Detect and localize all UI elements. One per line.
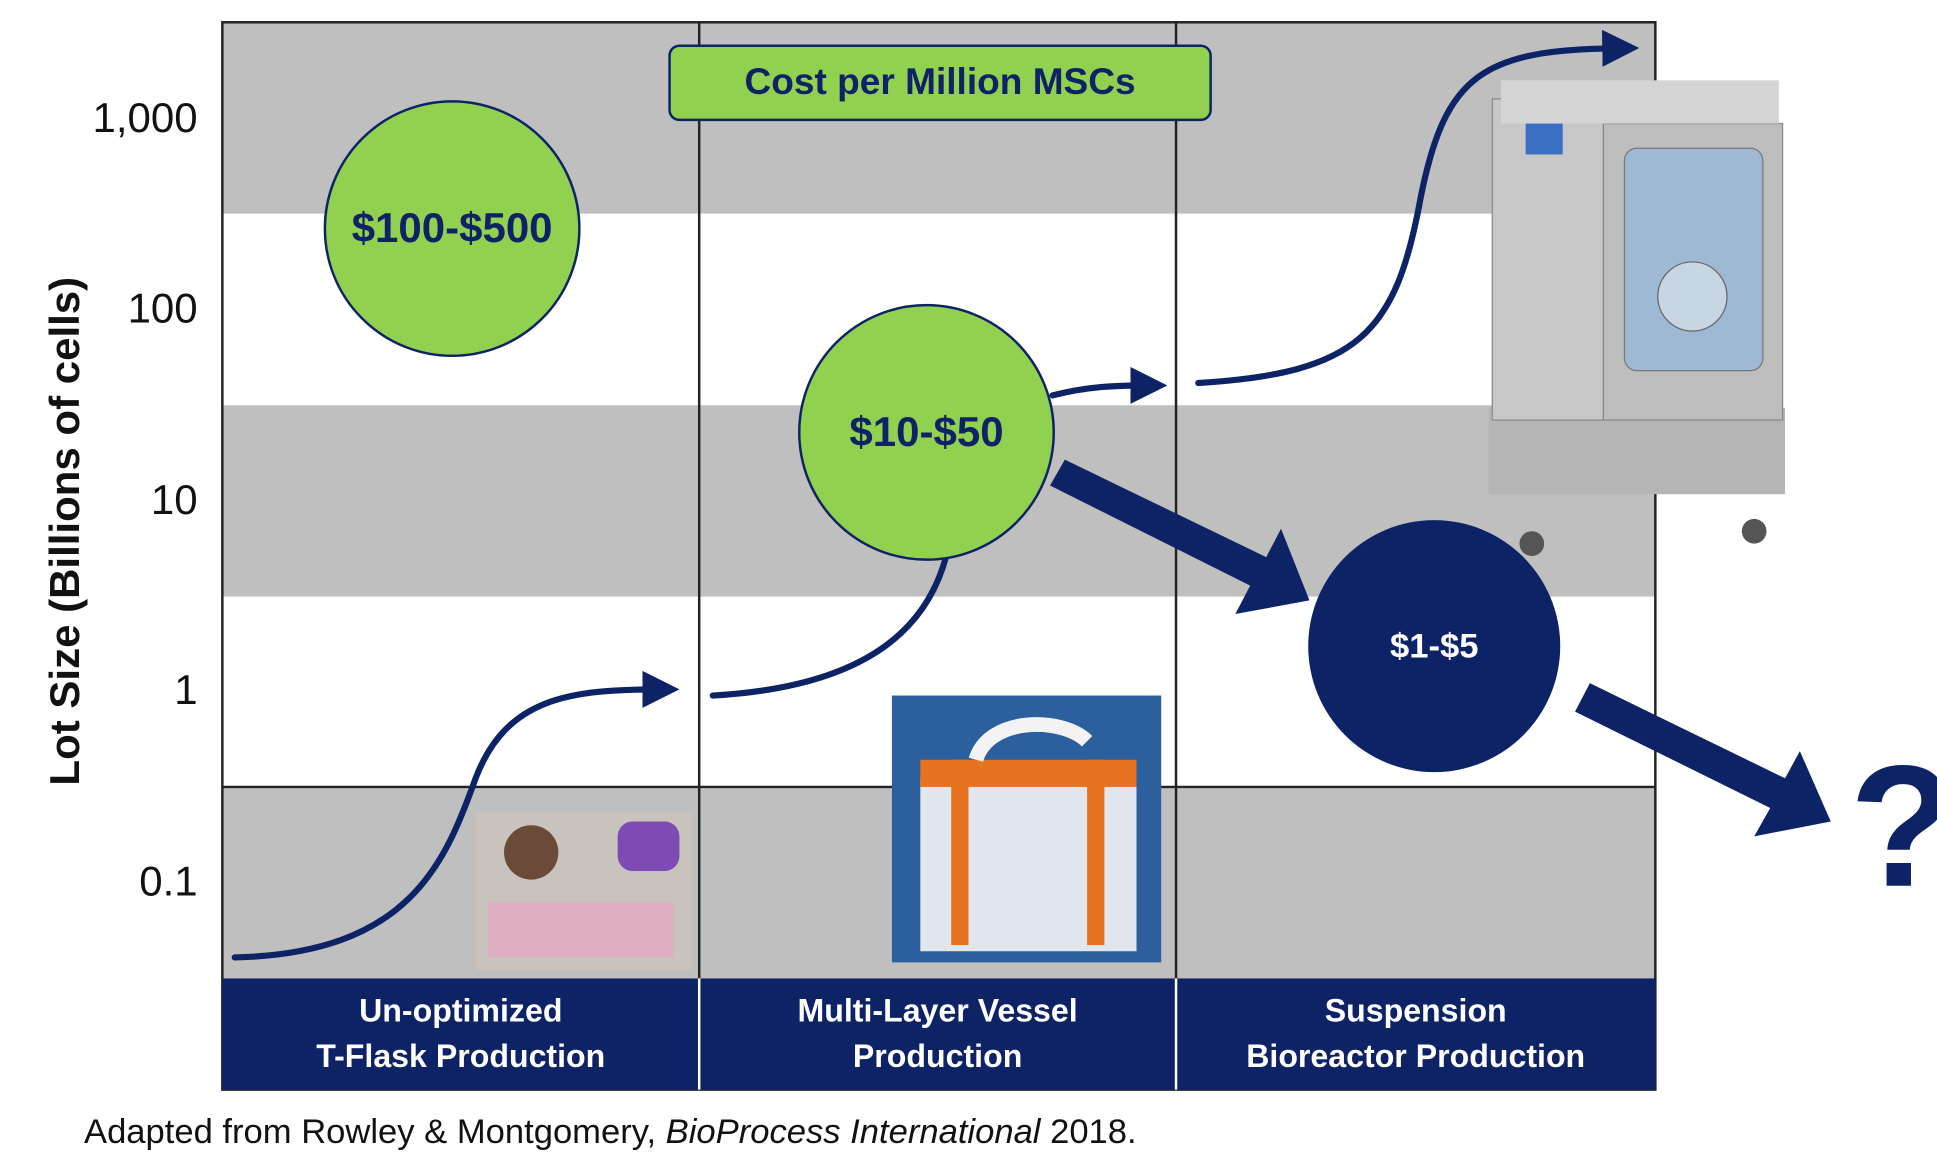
arrow xyxy=(709,552,950,699)
arrow xyxy=(1195,29,1640,387)
y-tick-label: 1 xyxy=(174,666,197,713)
title: Cost per Million MSCs xyxy=(745,60,1136,102)
caption-text: Adapted from Rowley & Montgomery, xyxy=(84,1113,666,1151)
bubble xyxy=(323,100,581,358)
arrow xyxy=(231,670,680,961)
column-label: Un-optimized xyxy=(359,992,562,1028)
question-mark: ? xyxy=(1850,729,1937,923)
y-axis-title: Lot Size (Billions of cells) xyxy=(41,277,88,786)
y-tick-label: 10 xyxy=(151,476,198,523)
caption: Adapted from Rowley & Montgomery, BioPro… xyxy=(84,1113,1137,1151)
bubble-label: $100-$500 xyxy=(352,204,553,251)
y-tick-label: 1,000 xyxy=(93,94,198,141)
column-label: Multi-Layer Vessel xyxy=(798,992,1078,1028)
arrow xyxy=(1049,366,1168,404)
column-bar xyxy=(222,978,1656,1090)
y-tick-label: 100 xyxy=(128,284,198,331)
bubble-label: $1-$5 xyxy=(1390,628,1478,666)
caption-journal: BioProcess International xyxy=(666,1113,1042,1151)
column-label: T-Flask Production xyxy=(316,1038,605,1074)
column-label: Suspension xyxy=(1325,992,1507,1028)
bubble xyxy=(798,303,1055,561)
vessel-photo xyxy=(891,695,1162,963)
column-label: Production xyxy=(853,1038,1022,1074)
thick-arrow xyxy=(1575,683,1831,837)
column-label: Bioreactor Production xyxy=(1246,1038,1585,1074)
bubble xyxy=(1308,520,1561,773)
caption-text: 2018. xyxy=(1040,1113,1136,1151)
y-tick-label: 0.1 xyxy=(139,858,197,905)
bubble-label: $10-$50 xyxy=(849,408,1003,455)
title-box xyxy=(668,44,1212,122)
thick-arrow xyxy=(1050,459,1310,615)
lab-photo xyxy=(475,811,692,970)
bioreactor-photo xyxy=(1488,80,1786,556)
